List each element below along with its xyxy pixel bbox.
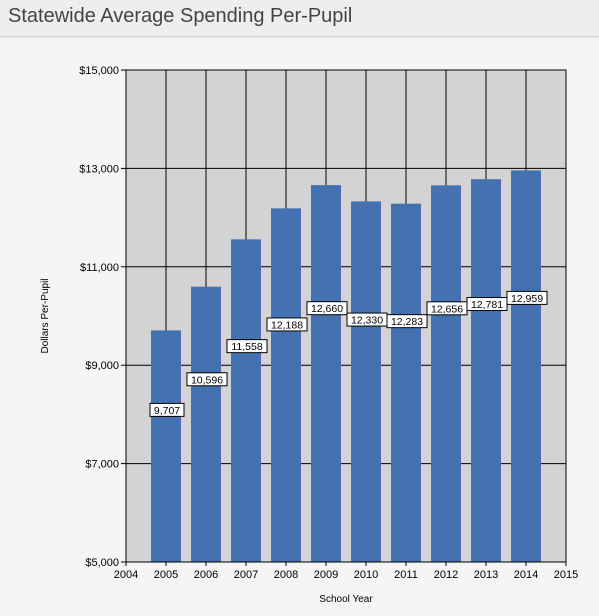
data-label-box (186, 372, 228, 387)
bar-2012 (431, 185, 461, 562)
page-header: Statewide Average Spending Per-Pupil (0, 0, 599, 37)
x-tick-label: 2008 (274, 569, 298, 581)
x-tick-label: 2006 (194, 569, 218, 581)
x-tick-label: 2010 (354, 569, 378, 581)
data-label-box (386, 314, 428, 329)
x-tick-label: 2005 (154, 569, 178, 581)
bar-2006 (191, 286, 221, 562)
bar-2011 (391, 203, 421, 563)
data-label-2012: 12,656 (431, 303, 463, 315)
bar-2009 (311, 185, 341, 563)
data-label-box (149, 402, 185, 417)
plot-border (125, 69, 567, 563)
bar-2014 (511, 170, 541, 562)
data-label-2008: 12,188 (271, 319, 303, 331)
data-label-box (506, 290, 548, 305)
x-tick-label: 2009 (314, 569, 338, 581)
x-tick-label: 2014 (514, 569, 538, 581)
data-label-2009: 12,660 (311, 303, 343, 315)
bar-2005 (151, 330, 181, 562)
bars (151, 170, 541, 563)
x-axis-ticks: 2004 2005 2006 2007 2008 2009 2010 2011 2012 2013… (114, 562, 578, 581)
y-axis-label: Dollars Per-Pupil (40, 278, 51, 353)
x-tick-label: 2012 (434, 569, 458, 581)
bar-2013 (471, 179, 501, 562)
x-tick-label: 2013 (474, 569, 498, 581)
x-tick-label: 2015 (554, 569, 578, 581)
x-tick-label: 2011 (394, 569, 418, 581)
y-tick-label: $13,000 (79, 163, 119, 175)
bar-2007 (231, 239, 261, 562)
y-tick-label: $11,000 (80, 262, 119, 274)
bar-2010 (351, 201, 381, 562)
y-tick-label: $7,000 (85, 459, 119, 471)
data-label-2006: 10,596 (191, 374, 223, 386)
y-tick-label: $9,000 (85, 360, 119, 372)
data-label-2011: 12,283 (391, 316, 423, 328)
data-label-box (306, 301, 348, 316)
data-label-2010: 12,330 (351, 315, 383, 327)
data-label-box (266, 317, 308, 332)
data-label-2007: 11,558 (231, 341, 262, 353)
y-axis-ticks: $5,000 $7,000 $9,000 $11,000 $13,000 $15,000 (79, 65, 126, 569)
data-labels: 9,707 10,596 11,558 12,188 12,660 12,330 12,28… (149, 290, 548, 417)
bar-2008 (271, 208, 301, 562)
x-axis-label: School Year (319, 594, 373, 605)
data-label-2014: 12,959 (511, 293, 543, 305)
y-tick-label: $5,000 (85, 557, 119, 569)
x-tick-label: 2007 (234, 569, 258, 581)
page-title: Statewide Average Spending Per-Pupil (8, 5, 353, 27)
data-label-2005: 9,707 (154, 405, 180, 417)
data-label-box (226, 339, 268, 354)
x-tick-label: 2004 (114, 569, 138, 581)
data-label-2013: 12,781 (471, 299, 503, 311)
y-tick-label: $15,000 (79, 65, 119, 77)
